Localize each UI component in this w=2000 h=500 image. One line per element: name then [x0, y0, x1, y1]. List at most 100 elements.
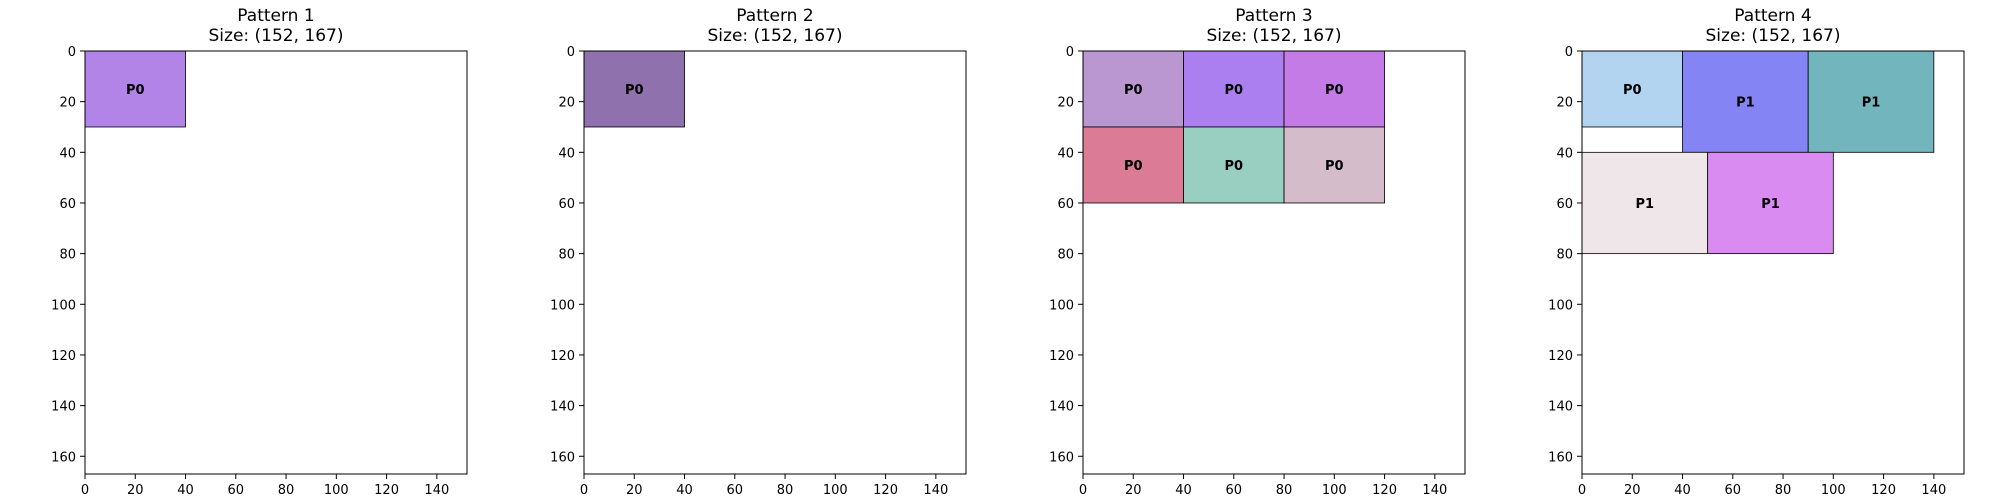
- panel-title: Pattern 1: [237, 6, 314, 26]
- x-tick-label: 100: [1821, 483, 1846, 498]
- x-tick-label: 0: [1079, 483, 1087, 498]
- x-tick-label: 120: [1871, 483, 1896, 498]
- y-tick-label: 60: [1057, 197, 1074, 212]
- piece-label: P0: [1124, 159, 1143, 174]
- x-tick-label: 60: [1725, 483, 1742, 498]
- piece-label: P1: [1761, 197, 1780, 212]
- y-tick-label: 60: [59, 197, 76, 212]
- y-tick-label: 140: [51, 400, 76, 415]
- x-tick-label: 0: [580, 483, 588, 498]
- piece-rect: [1082, 126, 1184, 204]
- y-tick-label: 160: [51, 450, 76, 465]
- axes-frame: [1581, 50, 1965, 475]
- y-tick-label: 80: [1556, 248, 1573, 263]
- y-tick-label: 160: [1548, 450, 1573, 465]
- y-tick-label: 60: [558, 197, 575, 212]
- x-tick-label: 20: [626, 483, 643, 498]
- axes-frame: [583, 50, 967, 475]
- piece-label: P1: [1736, 96, 1755, 111]
- y-tick-label: 40: [1057, 146, 1074, 161]
- x-tick-label: 40: [676, 483, 693, 498]
- y-tick-label: 80: [1057, 248, 1074, 263]
- y-tick-label: 100: [1548, 298, 1573, 313]
- piece-rect: [1283, 126, 1385, 204]
- x-tick-label: 100: [823, 483, 848, 498]
- x-tick-label: 120: [1372, 483, 1397, 498]
- piece-label: P0: [1623, 83, 1642, 98]
- x-tick-label: 80: [1276, 483, 1293, 498]
- panel-subtitle: Size: (152, 167): [708, 26, 843, 46]
- x-tick-label: 0: [81, 483, 89, 498]
- y-tick-label: 20: [1556, 96, 1573, 111]
- x-tick-label: 140: [1921, 483, 1946, 498]
- piece-rect: [1283, 50, 1385, 128]
- panel-title: Pattern 4: [1734, 6, 1811, 26]
- y-tick-label: 140: [1548, 400, 1573, 415]
- piece-label: P0: [126, 83, 145, 98]
- y-tick-label: 0: [567, 45, 575, 60]
- x-tick-label: 80: [1775, 483, 1792, 498]
- x-tick-label: 60: [1226, 483, 1243, 498]
- x-tick-label: 40: [177, 483, 194, 498]
- piece-label: P1: [1862, 96, 1881, 111]
- panel-subtitle: Size: (152, 167): [1706, 26, 1841, 46]
- y-tick-label: 60: [1556, 197, 1573, 212]
- piece-rect: [583, 50, 685, 128]
- x-tick-label: 80: [777, 483, 794, 498]
- x-tick-label: 100: [1322, 483, 1347, 498]
- piece-label: P0: [1325, 83, 1344, 98]
- x-tick-label: 140: [1422, 483, 1447, 498]
- piece-label: P0: [1124, 83, 1143, 98]
- y-tick-label: 140: [1049, 400, 1074, 415]
- x-tick-label: 140: [923, 483, 948, 498]
- y-tick-label: 80: [558, 248, 575, 263]
- y-tick-label: 140: [550, 400, 575, 415]
- x-tick-label: 60: [228, 483, 245, 498]
- x-tick-label: 80: [278, 483, 295, 498]
- axes-frame: [84, 50, 468, 475]
- x-tick-label: 60: [727, 483, 744, 498]
- x-tick-label: 140: [424, 483, 449, 498]
- y-tick-label: 120: [51, 349, 76, 364]
- piece-label: P0: [1325, 159, 1344, 174]
- y-tick-label: 160: [550, 450, 575, 465]
- y-tick-label: 40: [558, 146, 575, 161]
- y-tick-label: 100: [1049, 298, 1074, 313]
- piece-rect: [1707, 151, 1834, 255]
- x-tick-label: 20: [127, 483, 144, 498]
- piece-rect: [1183, 50, 1285, 128]
- y-tick-label: 100: [550, 298, 575, 313]
- piece-label: P1: [1636, 197, 1655, 212]
- y-tick-label: 0: [68, 45, 76, 60]
- x-tick-label: 120: [873, 483, 898, 498]
- y-tick-label: 20: [1057, 96, 1074, 111]
- y-tick-label: 160: [1049, 450, 1074, 465]
- piece-label: P0: [1225, 159, 1244, 174]
- y-tick-label: 120: [550, 349, 575, 364]
- x-tick-label: 20: [1125, 483, 1142, 498]
- y-tick-label: 20: [558, 96, 575, 111]
- piece-label: P0: [1225, 83, 1244, 98]
- axes-frame: [1082, 50, 1466, 475]
- piece-rect: [1807, 50, 1935, 153]
- x-tick-label: 100: [324, 483, 349, 498]
- panel-title: Pattern 3: [1235, 6, 1312, 26]
- x-tick-label: 0: [1578, 483, 1586, 498]
- piece-rect: [1581, 151, 1709, 255]
- piece-rect: [1581, 50, 1683, 128]
- y-tick-label: 40: [1556, 146, 1573, 161]
- x-tick-label: 120: [374, 483, 399, 498]
- x-tick-label: 40: [1674, 483, 1691, 498]
- piece-rect: [84, 50, 186, 128]
- y-tick-label: 0: [1565, 45, 1573, 60]
- y-tick-label: 40: [59, 146, 76, 161]
- x-tick-label: 40: [1175, 483, 1192, 498]
- y-tick-label: 120: [1548, 349, 1573, 364]
- piece-rect: [1082, 50, 1184, 128]
- panel-subtitle: Size: (152, 167): [1207, 26, 1342, 46]
